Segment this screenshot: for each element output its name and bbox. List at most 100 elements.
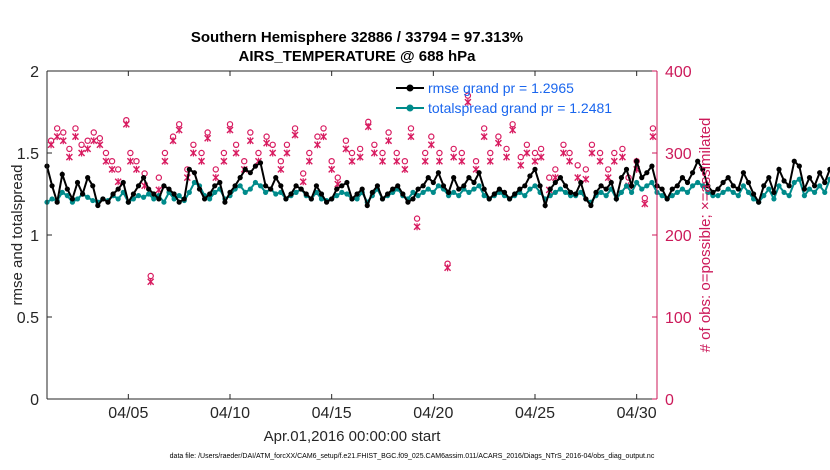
- rmse-point: [283, 196, 289, 202]
- rmse-point: [689, 170, 696, 176]
- rmse-point: [669, 186, 675, 192]
- obs-possible-marker: [102, 149, 110, 157]
- obs-assimilated-marker: [212, 174, 220, 182]
- rmse-point: [288, 191, 294, 197]
- obs-assimilated-marker: [582, 175, 590, 183]
- totalspread-point: [115, 196, 121, 202]
- obs-possible-marker: [220, 149, 228, 157]
- obs-assimilated-marker: [596, 157, 604, 165]
- obs-assimilated-marker: [126, 157, 134, 165]
- rmse-point: [445, 189, 452, 195]
- y-tick-label-right: 400: [665, 64, 692, 81]
- obs-assimilated-marker: [232, 149, 240, 157]
- totalspread-point: [161, 199, 167, 205]
- rmse-point: [329, 196, 335, 202]
- plot-area: [47, 71, 657, 399]
- totalspread-point: [247, 186, 253, 192]
- obs-possible-marker: [413, 215, 421, 222]
- obs-assimilated-marker: [517, 161, 525, 169]
- obs-possible-marker: [255, 149, 262, 157]
- rmse-point: [69, 196, 76, 202]
- rmse-point: [811, 183, 818, 189]
- x-tick-label: 04/20: [413, 405, 453, 422]
- totalspread-point: [781, 189, 787, 195]
- totalspread-point: [796, 176, 802, 182]
- rmse-point: [557, 175, 564, 181]
- totalspread-point: [191, 179, 198, 186]
- totalspread-point: [425, 186, 431, 192]
- obs-possible-marker: [66, 145, 73, 153]
- totalspread-point: [90, 197, 96, 204]
- obs-possible-marker: [537, 145, 545, 153]
- obs-possible-marker: [356, 145, 364, 153]
- rmse-point: [430, 179, 436, 186]
- rmse-point: [151, 191, 157, 197]
- x-tick-label: 04/15: [312, 405, 352, 422]
- totalspread-point: [603, 193, 609, 199]
- rmse-point: [227, 189, 233, 195]
- obs-possible-marker: [328, 157, 335, 165]
- rmse-point: [161, 183, 167, 189]
- rmse-point: [745, 179, 752, 186]
- obs-assimilated-marker: [618, 153, 626, 161]
- obs-possible-marker: [566, 149, 573, 157]
- totalspread-point: [623, 183, 630, 189]
- obs-assimilated-marker: [348, 157, 356, 165]
- totalspread-point: [684, 189, 691, 195]
- totalspread-point: [242, 189, 248, 195]
- obs-possible-marker: [619, 145, 626, 153]
- obs-assimilated-marker: [132, 165, 140, 173]
- totalspread-point: [552, 189, 558, 195]
- rmse-point: [110, 191, 116, 197]
- rmse-point: [506, 196, 513, 202]
- rmse-point: [512, 191, 518, 197]
- obs-assimilated-marker: [421, 157, 429, 165]
- obs-assimilated-marker: [356, 153, 364, 161]
- totalspread-point: [598, 189, 604, 195]
- rmse-point: [613, 196, 619, 202]
- obs-possible-marker: [90, 129, 97, 136]
- rmse-point: [817, 170, 823, 176]
- x-tick-label: 04/30: [617, 405, 657, 422]
- rmse-point: [537, 183, 543, 189]
- obs-possible-marker: [487, 149, 494, 157]
- totalspread-point: [527, 186, 533, 192]
- rmse-point: [354, 191, 360, 197]
- rmse-point: [766, 175, 772, 181]
- obs-possible-marker: [436, 149, 443, 157]
- rmse-point: [781, 178, 787, 184]
- obs-possible-marker: [596, 149, 604, 157]
- rmse-point: [166, 186, 172, 192]
- obs-possible-marker: [78, 141, 85, 148]
- rmse-point: [456, 186, 462, 192]
- obs-assimilated-marker: [65, 153, 73, 161]
- obs-assimilated-marker: [494, 139, 502, 147]
- y-tick-label: 1.5: [17, 146, 39, 163]
- obs-possible-marker: [605, 166, 612, 173]
- obs-assimilated-marker: [299, 178, 307, 186]
- rmse-point: [212, 183, 218, 189]
- obs-possible-marker: [523, 141, 531, 148]
- totalspread-point: [674, 189, 680, 195]
- obs-possible-marker: [277, 157, 285, 165]
- rmse-point: [700, 166, 706, 172]
- totalspread-point: [522, 193, 528, 199]
- obs-possible-marker: [53, 125, 61, 132]
- rmse-point: [217, 179, 223, 186]
- rmse-point: [588, 202, 594, 209]
- obs-possible-marker: [155, 174, 163, 181]
- obs-assimilated-marker: [379, 157, 386, 165]
- rmse-point: [146, 186, 152, 192]
- rmse-point: [268, 186, 274, 192]
- totalspread-point: [644, 183, 650, 189]
- rmse-point: [522, 183, 528, 189]
- rmse-point: [100, 196, 106, 202]
- rmse-point: [725, 175, 731, 181]
- obs-possible-marker: [247, 129, 254, 136]
- obs-possible-marker: [314, 133, 321, 140]
- rmse-point: [95, 202, 101, 209]
- totalspread-point: [420, 189, 426, 195]
- obs-possible-marker: [450, 145, 457, 153]
- obs-possible-marker: [560, 141, 567, 148]
- obs-assimilated-marker: [566, 157, 574, 165]
